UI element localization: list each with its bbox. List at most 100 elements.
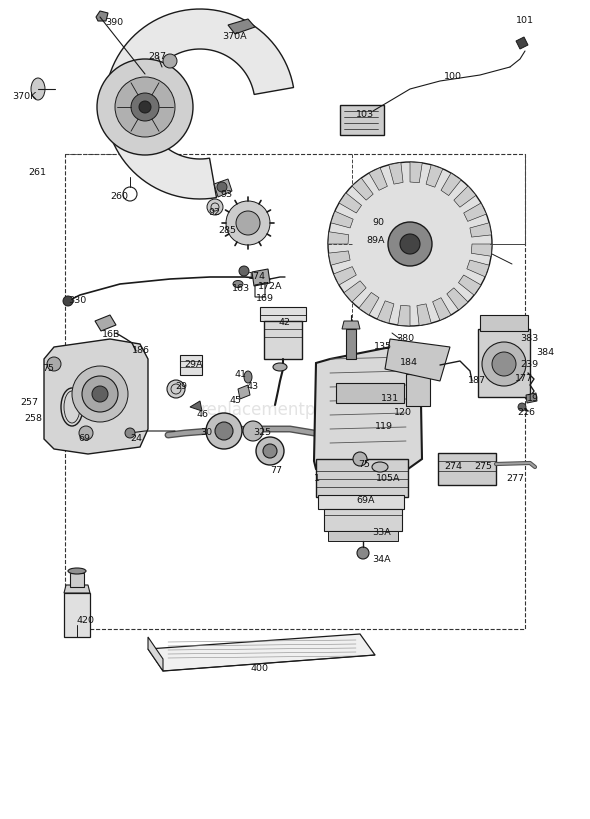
Polygon shape — [44, 340, 148, 455]
Text: 163: 163 — [232, 283, 250, 292]
Circle shape — [92, 387, 108, 402]
Circle shape — [239, 267, 249, 277]
Text: 277: 277 — [506, 473, 524, 482]
Text: 380: 380 — [396, 333, 414, 342]
Text: 400: 400 — [250, 663, 268, 672]
Text: 384: 384 — [536, 347, 554, 356]
Text: 105A: 105A — [376, 473, 401, 482]
Ellipse shape — [244, 372, 252, 383]
Bar — [336, 383, 404, 404]
Polygon shape — [385, 340, 450, 382]
Text: 275: 275 — [474, 461, 492, 470]
Text: 135: 135 — [374, 342, 392, 351]
Circle shape — [115, 78, 175, 138]
Text: 370A: 370A — [222, 32, 247, 41]
Bar — [328, 532, 398, 541]
Text: 90: 90 — [372, 218, 384, 227]
Text: 45: 45 — [229, 396, 241, 405]
Circle shape — [357, 547, 369, 559]
Ellipse shape — [233, 281, 243, 288]
Polygon shape — [447, 288, 468, 310]
Circle shape — [400, 235, 420, 255]
Circle shape — [47, 358, 61, 372]
Text: 29A: 29A — [184, 360, 202, 369]
Polygon shape — [105, 10, 294, 200]
Text: 69: 69 — [78, 433, 90, 442]
Circle shape — [243, 422, 263, 441]
Circle shape — [131, 94, 159, 122]
Text: 258: 258 — [24, 414, 42, 423]
Polygon shape — [96, 12, 108, 22]
Circle shape — [226, 201, 270, 246]
Polygon shape — [441, 174, 461, 197]
Text: 41: 41 — [234, 369, 246, 378]
Polygon shape — [352, 179, 373, 201]
Circle shape — [207, 200, 223, 215]
Polygon shape — [339, 193, 362, 214]
Bar — [64, 593, 90, 637]
Text: 257: 257 — [20, 397, 38, 406]
Circle shape — [206, 414, 242, 450]
Text: 261: 261 — [28, 168, 46, 177]
Polygon shape — [214, 180, 232, 197]
Polygon shape — [389, 163, 403, 185]
Text: 77: 77 — [270, 465, 282, 474]
Text: 1: 1 — [314, 473, 320, 482]
Polygon shape — [432, 298, 451, 321]
Polygon shape — [190, 401, 202, 411]
Text: 30: 30 — [200, 428, 212, 437]
Ellipse shape — [68, 568, 86, 574]
Text: 29: 29 — [175, 382, 187, 391]
Text: 100: 100 — [444, 72, 462, 81]
Bar — [318, 495, 404, 509]
Text: 34A: 34A — [372, 554, 391, 563]
Text: 187: 187 — [468, 376, 486, 385]
Polygon shape — [398, 306, 410, 327]
Circle shape — [215, 423, 233, 441]
Text: 184: 184 — [400, 358, 418, 367]
Text: 174: 174 — [248, 272, 266, 281]
Text: 131: 131 — [381, 393, 399, 402]
Circle shape — [79, 427, 93, 441]
Bar — [264, 322, 302, 360]
Polygon shape — [458, 276, 481, 296]
Bar — [406, 374, 430, 406]
Polygon shape — [426, 165, 443, 188]
Polygon shape — [464, 204, 486, 222]
Bar — [70, 573, 84, 587]
Text: 274: 274 — [444, 461, 462, 470]
Circle shape — [353, 452, 367, 467]
Text: 43: 43 — [246, 382, 258, 391]
Circle shape — [263, 445, 277, 459]
Bar — [324, 509, 402, 532]
Polygon shape — [228, 20, 255, 35]
Polygon shape — [417, 305, 431, 326]
Polygon shape — [148, 637, 163, 672]
Polygon shape — [329, 251, 350, 266]
Circle shape — [139, 102, 151, 114]
Bar — [480, 315, 528, 332]
Bar — [260, 308, 306, 322]
Text: 216: 216 — [517, 408, 535, 417]
Text: 19: 19 — [527, 393, 539, 402]
Text: 169: 169 — [256, 294, 274, 303]
Polygon shape — [342, 322, 360, 329]
Bar — [478, 329, 530, 397]
Polygon shape — [410, 163, 422, 183]
Text: 172A: 172A — [258, 282, 283, 291]
Polygon shape — [328, 233, 349, 245]
Circle shape — [256, 437, 284, 465]
Bar — [438, 454, 496, 486]
Ellipse shape — [31, 79, 45, 101]
Polygon shape — [331, 212, 353, 229]
Circle shape — [518, 404, 526, 411]
Text: 390: 390 — [105, 18, 123, 27]
Text: 103: 103 — [356, 110, 374, 119]
Polygon shape — [470, 224, 491, 238]
Polygon shape — [454, 187, 476, 208]
Polygon shape — [334, 267, 356, 286]
Polygon shape — [64, 586, 90, 593]
Polygon shape — [526, 393, 537, 404]
Circle shape — [236, 212, 260, 236]
Bar — [346, 329, 356, 360]
